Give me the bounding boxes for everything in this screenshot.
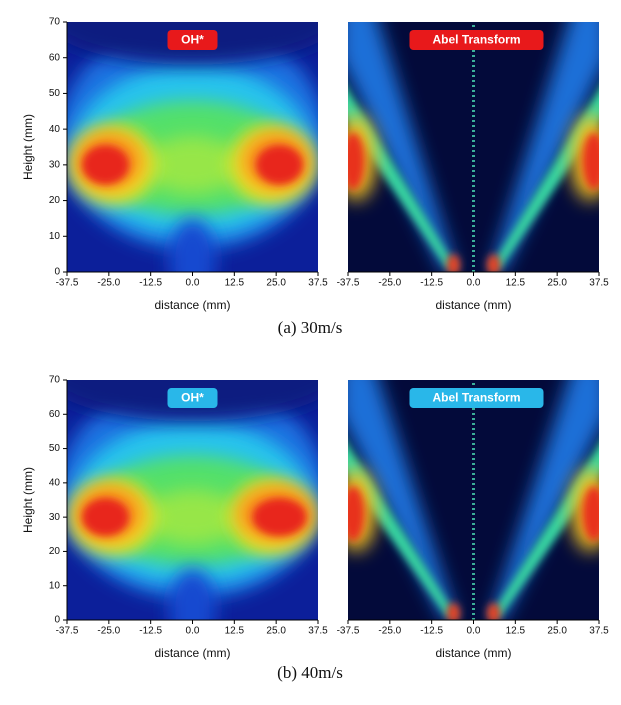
blob: [82, 498, 129, 536]
title-badge: [409, 388, 544, 408]
x-tick-label: -25.0: [97, 278, 120, 289]
x-axis-label: distance (mm): [435, 646, 511, 660]
x-tick-label: -12.5: [139, 278, 162, 289]
x-tick-label: -12.5: [420, 626, 443, 637]
x-tick-label: 12.5: [225, 626, 245, 637]
y-tick-label: 30: [49, 159, 61, 170]
blob: [252, 498, 307, 536]
y-axis-label: Height (mm): [21, 467, 35, 533]
blob: [145, 136, 240, 194]
heatmap-image: [67, 22, 318, 272]
y-tick-label: 50: [49, 443, 61, 454]
panel-title: Abel Transform: [432, 391, 520, 405]
panel: -37.5 -25.0 -12.5 0.0 12.5 25.0 37.5 distance (…: [337, 380, 609, 660]
x-axis-label: distance (mm): [154, 298, 230, 312]
x-tick-label: -25.0: [97, 626, 120, 637]
x-tick-label: 12.5: [506, 278, 526, 289]
y-tick-label: 10: [49, 231, 61, 242]
y-tick-label: 0: [54, 267, 60, 278]
y-tick-label: 0: [54, 615, 60, 626]
x-tick-label: 12.5: [506, 626, 526, 637]
cone: [490, 89, 599, 269]
panel-title: OH*: [181, 33, 204, 47]
heatmap-image: [348, 380, 599, 620]
title-badge: [409, 30, 544, 50]
x-tick-label: -37.5: [56, 626, 79, 637]
x-tick-label: 0.0: [186, 278, 200, 289]
blob: [145, 489, 240, 545]
cone: [490, 380, 599, 620]
x-tick-label: 37.5: [589, 626, 609, 637]
y-tick-label: 20: [49, 195, 61, 206]
y-tick-label: 60: [49, 409, 61, 420]
x-tick-label: -37.5: [337, 626, 360, 637]
x-tick-label: -12.5: [420, 278, 443, 289]
x-tick-label: 0.0: [186, 626, 200, 637]
y-tick-label: 30: [49, 512, 61, 523]
x-tick-label: 37.5: [308, 278, 328, 289]
caption: (a) 30m/s: [278, 318, 343, 337]
blob: [582, 132, 599, 190]
x-axis-label: distance (mm): [435, 298, 511, 312]
x-tick-label: 25.0: [266, 626, 286, 637]
cone: [348, 22, 457, 272]
cone: [490, 444, 599, 617]
x-tick-label: -37.5: [337, 278, 360, 289]
blob: [446, 254, 461, 272]
x-tick-label: 25.0: [266, 278, 286, 289]
panel: -37.5 -25.0 -12.5 0.0 12.5 25.0 37.5 distance (…: [21, 17, 328, 313]
x-tick-label: 25.0: [547, 626, 567, 637]
title-badge: [167, 388, 218, 408]
blob: [582, 486, 599, 542]
cone: [348, 89, 457, 269]
blob: [256, 145, 303, 185]
caption: (b) 40m/s: [277, 663, 343, 682]
x-tick-label: -37.5: [56, 278, 79, 289]
y-tick-label: 40: [49, 477, 61, 488]
y-tick-label: 20: [49, 546, 61, 557]
y-tick-label: 70: [49, 17, 61, 28]
blob: [82, 145, 129, 185]
blob: [486, 254, 501, 272]
cone: [348, 380, 457, 620]
x-tick-label: -25.0: [378, 626, 401, 637]
x-tick-label: 25.0: [547, 278, 567, 289]
blob: [446, 602, 461, 620]
y-tick-label: 10: [49, 580, 61, 591]
x-tick-label: 0.0: [467, 278, 481, 289]
blob: [169, 218, 216, 272]
heatmap-image: [67, 380, 318, 620]
cone: [348, 444, 457, 617]
y-tick-label: 70: [49, 375, 61, 386]
x-tick-label: 37.5: [308, 626, 328, 637]
panel: -37.5 -25.0 -12.5 0.0 12.5 25.0 37.5 distance (…: [21, 375, 328, 661]
x-axis-label: distance (mm): [154, 646, 230, 660]
panel: -37.5 -25.0 -12.5 0.0 12.5 25.0 37.5 distance (…: [337, 22, 609, 312]
blob: [169, 568, 216, 620]
title-badge: [167, 30, 218, 50]
heatmap-image: [348, 22, 599, 272]
x-tick-label: 0.0: [467, 626, 481, 637]
x-tick-label: 12.5: [225, 278, 245, 289]
y-axis-label: Height (mm): [21, 114, 35, 180]
x-tick-label: -25.0: [378, 278, 401, 289]
blob: [486, 602, 501, 620]
x-tick-label: -12.5: [139, 626, 162, 637]
y-tick-label: 40: [49, 124, 61, 135]
x-tick-label: 37.5: [589, 278, 609, 289]
panel-title: Abel Transform: [432, 33, 520, 47]
y-tick-label: 50: [49, 88, 61, 99]
blob: [348, 132, 365, 190]
blob: [348, 486, 365, 542]
panel-title: OH*: [181, 391, 204, 405]
cone: [490, 22, 599, 272]
y-tick-label: 60: [49, 52, 61, 63]
